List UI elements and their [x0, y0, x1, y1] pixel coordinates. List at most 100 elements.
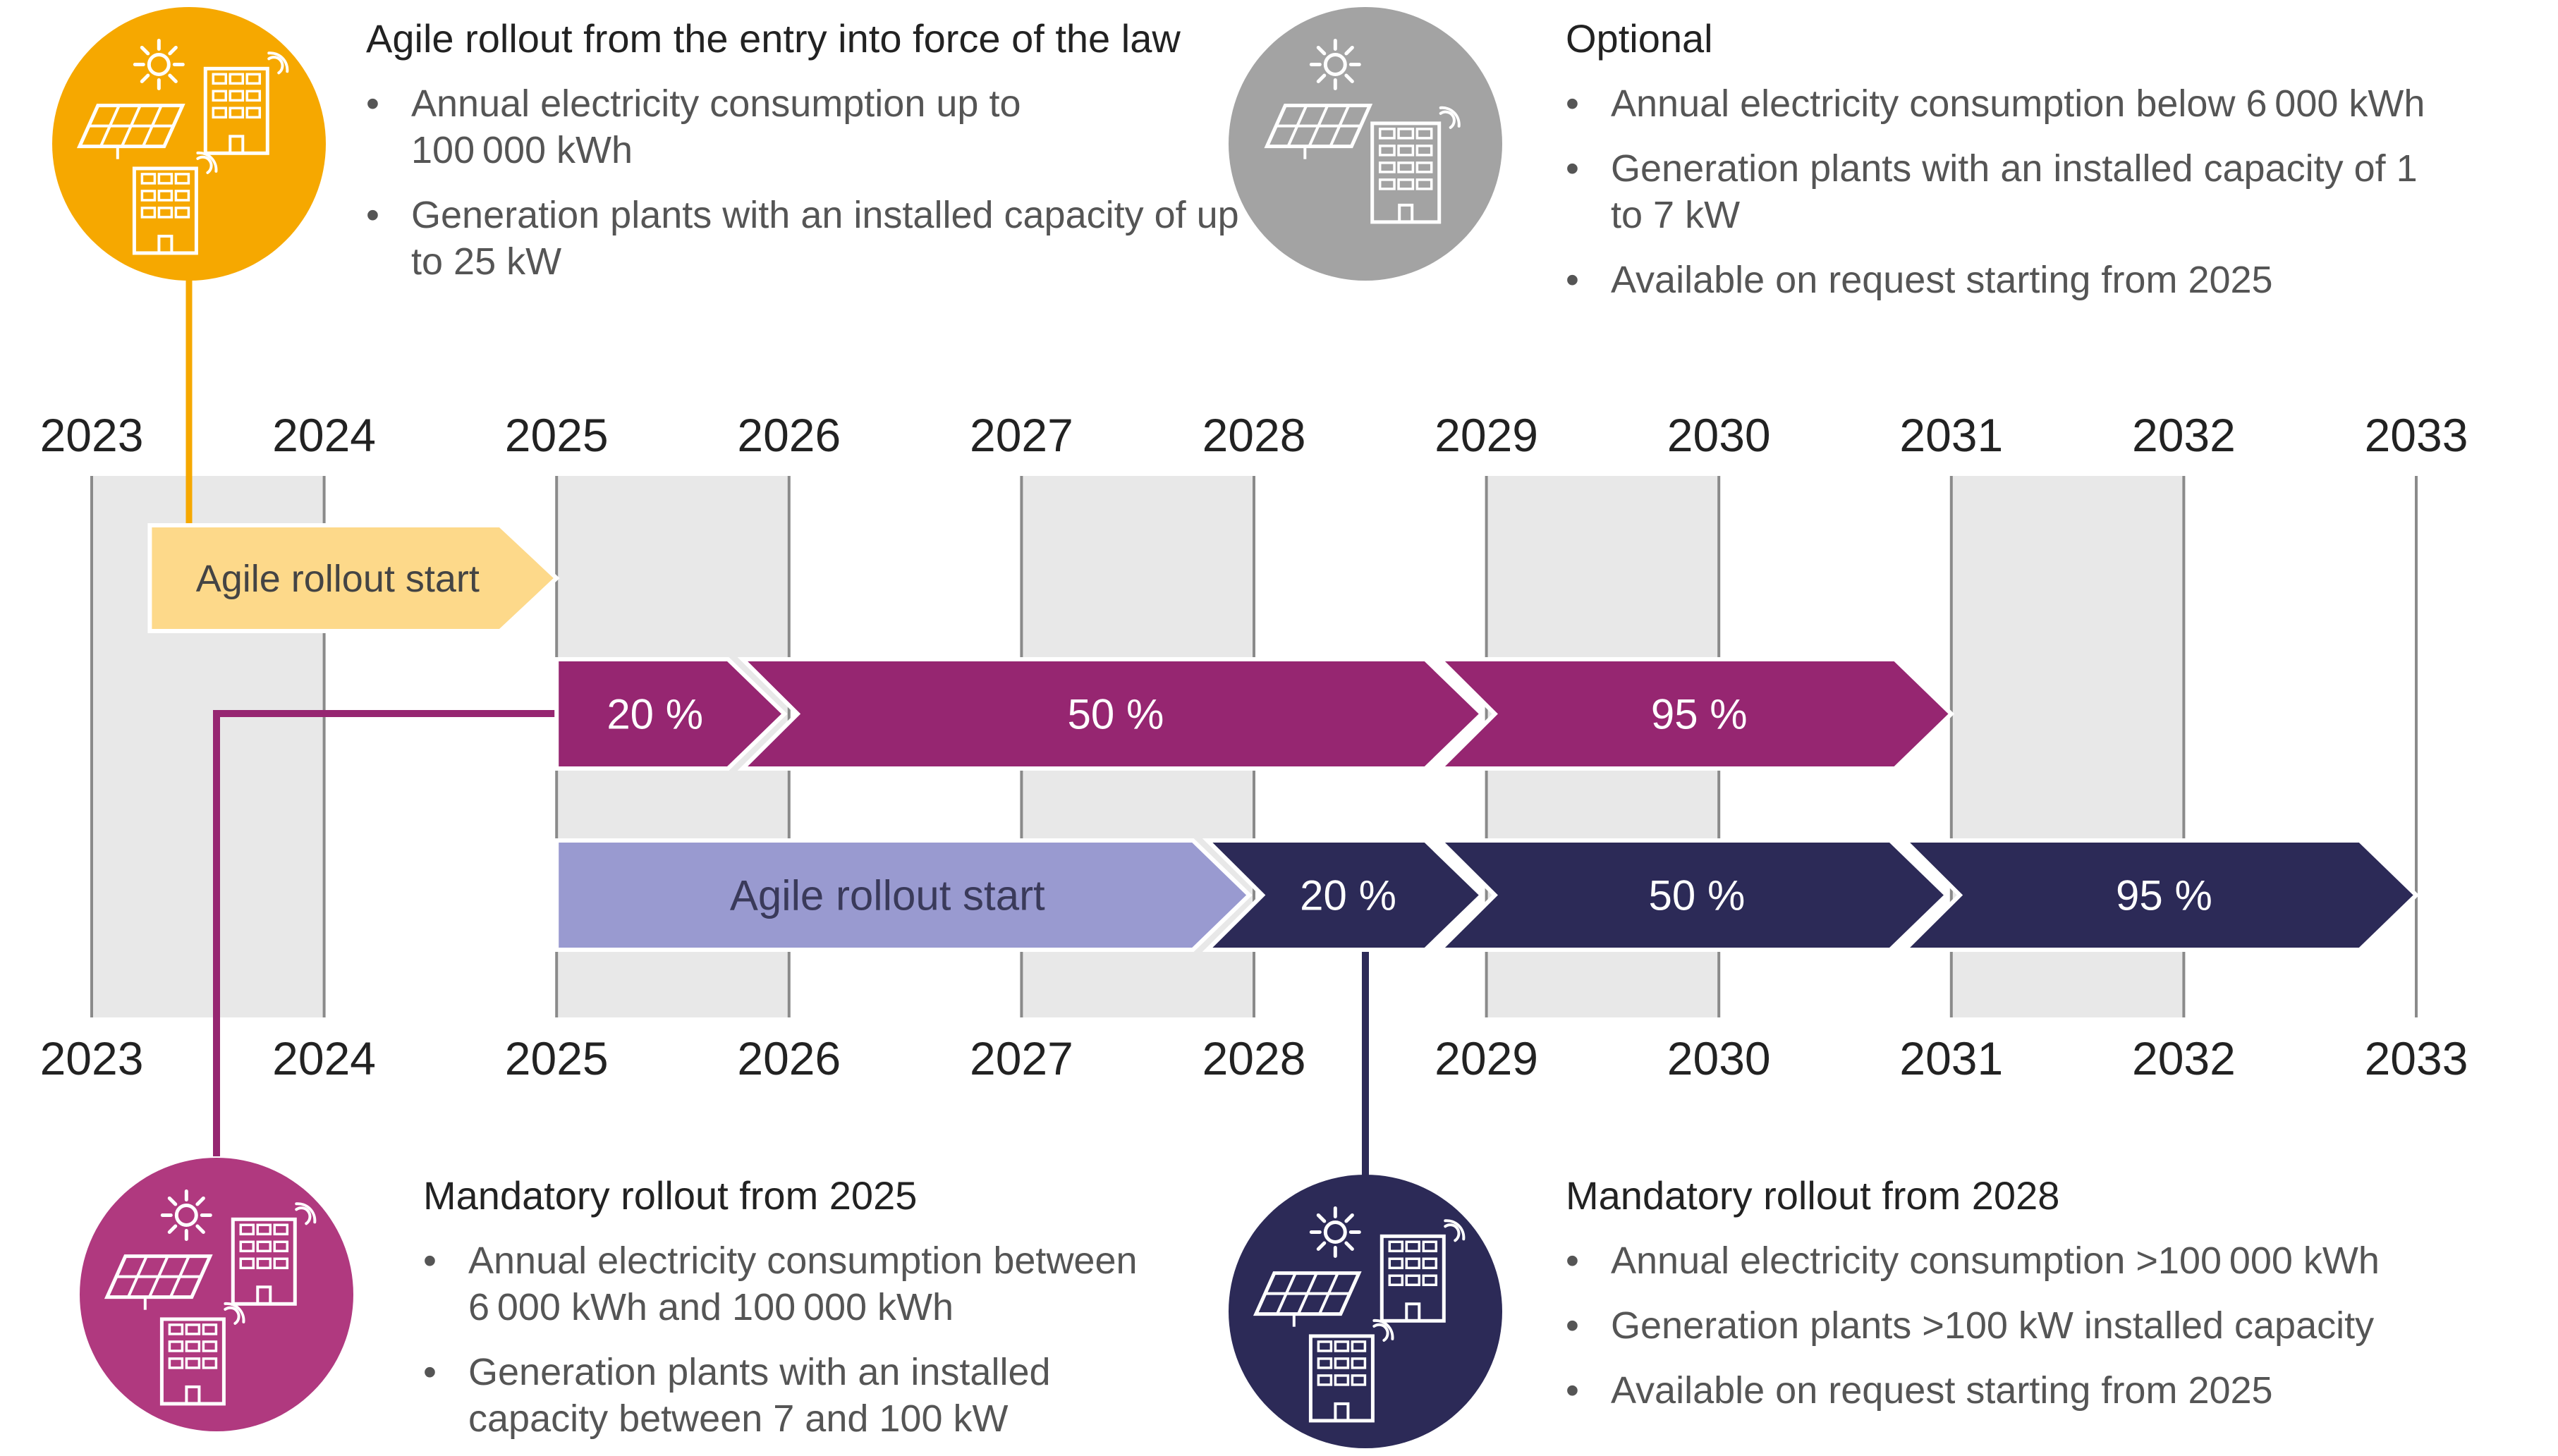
wifi-arc — [224, 1302, 245, 1323]
year-axis-bottom: 2023 2024 2025 2026 2027 2028 2029 2030 2031 2032… — [40, 1032, 2468, 1084]
building-windows — [1317, 1340, 1367, 1386]
optional-title: Optional — [1566, 16, 1713, 61]
optional-criterion-generation: Generation plants with an installed capa… — [1566, 145, 2443, 238]
building-window — [168, 1323, 184, 1335]
building-window — [229, 73, 245, 85]
building-window — [174, 190, 190, 202]
mandatory-2025-connector-line — [213, 710, 560, 1156]
building-window — [273, 1257, 289, 1270]
solar-panel-icon — [76, 104, 185, 149]
optional-description: Optional Annual electricity consumption … — [1566, 16, 2553, 303]
building-door — [185, 1385, 201, 1405]
solar-panel-icon — [1264, 104, 1373, 149]
year-label-top-2028: 2028 — [1202, 409, 1306, 461]
wifi-icon — [224, 1302, 245, 1325]
building-door — [1398, 203, 1414, 224]
building-window — [239, 1240, 255, 1253]
year-label-bottom-2029: 2029 — [1435, 1032, 1538, 1084]
building-window — [1334, 1340, 1350, 1352]
building-window — [1317, 1357, 1333, 1369]
year-label-bottom-2024: 2024 — [272, 1032, 376, 1084]
mandatory-2028-criterion-generation: Generation plants >100 kW installed capa… — [1566, 1302, 2556, 1349]
wifi-icon — [267, 51, 289, 75]
wifi-arc — [267, 56, 284, 75]
sun-ray — [167, 1196, 178, 1206]
building-window — [1397, 145, 1415, 157]
sun-ray — [140, 45, 150, 56]
sun-ray — [1344, 45, 1354, 56]
building-window — [1388, 1257, 1404, 1270]
year-label-bottom-2026: 2026 — [737, 1032, 841, 1084]
sun-ray — [195, 1224, 205, 1235]
building-window — [1334, 1374, 1350, 1386]
wifi-arc — [1444, 1219, 1466, 1241]
mandatory-2025-icon-circle-background — [80, 1158, 353, 1431]
year-label-top-2031: 2031 — [1899, 409, 2003, 461]
building-window — [140, 190, 157, 202]
solar-panel-grid — [1265, 1272, 1350, 1327]
building-window — [229, 90, 245, 102]
building-window — [140, 207, 157, 219]
mandatory-2025-arrow-3 — [1435, 657, 1955, 771]
optional-criterion-availability: Available on request starting from 2025 — [1566, 257, 2556, 303]
building-window — [202, 1323, 218, 1335]
sun-ray — [1316, 45, 1327, 56]
building-window — [1415, 161, 1433, 173]
building-window — [174, 207, 190, 219]
wifi-arc — [1444, 1223, 1461, 1242]
mandatory-2025-track: 20 % 50 % 95 % — [554, 657, 1955, 771]
connectors — [185, 279, 1369, 1179]
mandatory-2028-criterion-consumption: Annual electricity consumption >100 000 … — [1566, 1237, 2556, 1284]
year-label-bottom-2033: 2033 — [2365, 1032, 2468, 1084]
wifi-arc — [267, 51, 289, 73]
building-window — [1351, 1357, 1367, 1369]
year-label-top-2024: 2024 — [272, 409, 376, 461]
wifi-arc — [1439, 106, 1461, 128]
mandatory-2025-arrow-label-1: 20 % — [607, 691, 703, 738]
building-window — [1422, 1274, 1438, 1287]
building-window — [1405, 1257, 1421, 1270]
building-window — [273, 1223, 289, 1236]
agile-rollout-criteria: Annual electricity consumption up to 100… — [366, 80, 1241, 285]
sun-icon — [1323, 52, 1347, 76]
optional-criterion-consumption: Annual electricity consumption below 6 0… — [1566, 80, 2556, 127]
building-windows — [140, 173, 190, 219]
sun-rays — [1309, 38, 1361, 90]
building-window — [185, 1323, 201, 1335]
building-window — [1397, 161, 1415, 173]
wifi-icon — [1444, 1219, 1466, 1242]
wifi-icon — [295, 1202, 317, 1225]
wifi-arc — [1372, 1323, 1389, 1342]
year-label-top-2027: 2027 — [970, 409, 1073, 461]
sun-ray — [167, 1224, 178, 1235]
building-window — [256, 1257, 272, 1270]
agile-rollout-description: Agile rollout from the entry into force … — [366, 16, 1241, 285]
mandatory-2028-title: Mandatory rollout from 2028 — [1566, 1173, 2060, 1218]
mandatory-2028-criterion-availability: Available on request starting from 2025 — [1566, 1367, 2556, 1414]
building-window — [1405, 1240, 1421, 1253]
building-windows — [1378, 128, 1433, 190]
building-window — [1405, 1274, 1421, 1287]
wifi-icon — [1372, 1319, 1394, 1342]
sun-icon — [1323, 1220, 1347, 1244]
building-window — [245, 90, 262, 102]
year-axis-top: 2023 2024 2025 2026 2027 2028 2029 2030 2031 2032… — [40, 409, 2468, 461]
sun-ray — [168, 73, 178, 84]
year-label-top-2033: 2033 — [2365, 409, 2468, 461]
year-label-bottom-2025: 2025 — [505, 1032, 609, 1084]
mandatory-2028-icon-circle-background — [1229, 1175, 1502, 1448]
mandatory-2025-arrow-label-2: 50 % — [1068, 691, 1164, 738]
building-window — [1351, 1374, 1367, 1386]
mandatory-2028-arrow-label-2: 20 % — [1300, 872, 1396, 919]
building-window — [1334, 1357, 1350, 1369]
mandatory-2028-arrow-3 — [1435, 838, 1950, 952]
building-window — [212, 73, 228, 85]
solar-panel-grid — [1276, 104, 1361, 159]
year-label-top-2029: 2029 — [1435, 409, 1538, 461]
building-window — [168, 1357, 184, 1369]
sun-ray — [1344, 1213, 1354, 1223]
building-window — [245, 106, 262, 119]
agile-icon-circle — [52, 7, 326, 281]
building-windows — [168, 1323, 218, 1369]
